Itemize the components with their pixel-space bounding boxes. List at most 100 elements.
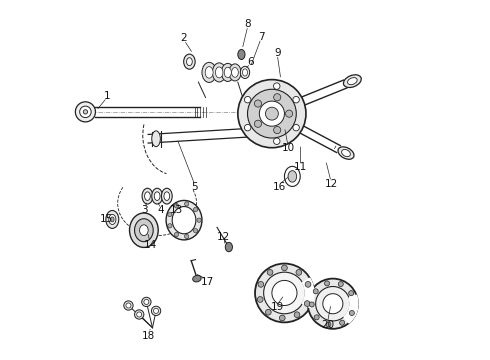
Text: 8: 8 bbox=[245, 19, 251, 29]
Circle shape bbox=[137, 312, 142, 317]
Circle shape bbox=[259, 101, 285, 126]
Ellipse shape bbox=[221, 63, 234, 81]
Circle shape bbox=[349, 291, 354, 296]
Circle shape bbox=[313, 289, 318, 294]
Circle shape bbox=[124, 301, 133, 310]
Circle shape bbox=[247, 89, 296, 138]
Ellipse shape bbox=[106, 211, 119, 228]
Ellipse shape bbox=[187, 58, 192, 66]
Text: 13: 13 bbox=[170, 206, 183, 216]
Circle shape bbox=[255, 264, 314, 322]
Circle shape bbox=[293, 125, 299, 131]
Ellipse shape bbox=[152, 188, 163, 204]
Circle shape bbox=[282, 265, 287, 271]
Circle shape bbox=[83, 110, 88, 114]
Text: 12: 12 bbox=[324, 179, 338, 189]
Wedge shape bbox=[302, 278, 314, 308]
Circle shape bbox=[245, 125, 251, 131]
Ellipse shape bbox=[109, 215, 116, 225]
Text: 5: 5 bbox=[192, 182, 198, 192]
Ellipse shape bbox=[243, 69, 247, 76]
Ellipse shape bbox=[172, 207, 196, 234]
Ellipse shape bbox=[184, 54, 195, 69]
Circle shape bbox=[326, 322, 331, 327]
Circle shape bbox=[273, 138, 280, 144]
Ellipse shape bbox=[285, 166, 300, 186]
Circle shape bbox=[273, 94, 281, 101]
Ellipse shape bbox=[240, 66, 250, 78]
Text: 15: 15 bbox=[100, 215, 114, 224]
Circle shape bbox=[305, 282, 311, 287]
Circle shape bbox=[304, 301, 310, 306]
Circle shape bbox=[168, 212, 172, 217]
Ellipse shape bbox=[212, 63, 226, 82]
Ellipse shape bbox=[342, 149, 350, 157]
Ellipse shape bbox=[129, 213, 158, 247]
Circle shape bbox=[144, 300, 149, 305]
Circle shape bbox=[174, 204, 179, 208]
Ellipse shape bbox=[202, 62, 216, 82]
Circle shape bbox=[80, 106, 91, 118]
Ellipse shape bbox=[135, 219, 153, 242]
Circle shape bbox=[135, 310, 144, 319]
Circle shape bbox=[309, 302, 314, 307]
Circle shape bbox=[75, 102, 96, 122]
Ellipse shape bbox=[338, 147, 354, 159]
Circle shape bbox=[185, 234, 189, 239]
Circle shape bbox=[151, 306, 161, 316]
Circle shape bbox=[273, 126, 281, 134]
Text: 19: 19 bbox=[270, 302, 284, 312]
Circle shape bbox=[168, 224, 172, 228]
Circle shape bbox=[279, 315, 285, 321]
Ellipse shape bbox=[205, 67, 213, 78]
Text: 6: 6 bbox=[247, 57, 254, 67]
Text: 10: 10 bbox=[281, 143, 294, 153]
Text: 9: 9 bbox=[274, 48, 281, 58]
Text: 7: 7 bbox=[258, 32, 265, 41]
Circle shape bbox=[194, 207, 198, 212]
Circle shape bbox=[258, 282, 264, 287]
Ellipse shape bbox=[343, 75, 361, 87]
Ellipse shape bbox=[145, 192, 150, 201]
Wedge shape bbox=[344, 295, 358, 323]
Circle shape bbox=[316, 287, 350, 321]
Ellipse shape bbox=[161, 188, 172, 204]
Ellipse shape bbox=[229, 64, 241, 81]
Circle shape bbox=[245, 96, 251, 103]
Text: 16: 16 bbox=[272, 182, 286, 192]
Text: 17: 17 bbox=[201, 277, 214, 287]
Circle shape bbox=[286, 110, 293, 117]
Text: 4: 4 bbox=[157, 206, 164, 216]
Circle shape bbox=[338, 282, 343, 287]
Circle shape bbox=[126, 303, 131, 308]
Circle shape bbox=[293, 96, 299, 103]
Circle shape bbox=[314, 315, 319, 320]
Text: 1: 1 bbox=[103, 91, 110, 101]
Circle shape bbox=[324, 281, 330, 286]
Ellipse shape bbox=[216, 67, 223, 78]
Ellipse shape bbox=[225, 242, 232, 252]
Circle shape bbox=[349, 310, 354, 315]
Circle shape bbox=[323, 294, 343, 314]
Text: 18: 18 bbox=[142, 331, 155, 341]
Circle shape bbox=[254, 100, 262, 107]
Circle shape bbox=[267, 270, 273, 275]
Text: 20: 20 bbox=[321, 320, 334, 330]
Ellipse shape bbox=[142, 188, 153, 204]
Text: 2: 2 bbox=[181, 33, 187, 43]
Circle shape bbox=[194, 229, 198, 233]
Circle shape bbox=[296, 270, 302, 275]
Circle shape bbox=[308, 279, 358, 329]
Text: 12: 12 bbox=[217, 232, 230, 242]
Circle shape bbox=[273, 83, 280, 89]
Circle shape bbox=[272, 280, 297, 306]
Ellipse shape bbox=[232, 68, 238, 77]
Circle shape bbox=[264, 272, 305, 314]
Circle shape bbox=[185, 202, 189, 206]
Circle shape bbox=[266, 107, 278, 120]
Circle shape bbox=[254, 120, 262, 127]
Circle shape bbox=[340, 320, 344, 325]
Text: 11: 11 bbox=[294, 162, 307, 172]
Ellipse shape bbox=[111, 217, 114, 222]
Ellipse shape bbox=[193, 275, 201, 282]
